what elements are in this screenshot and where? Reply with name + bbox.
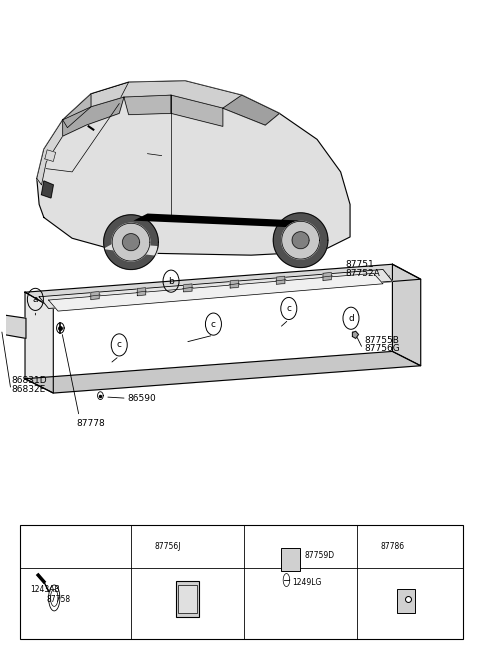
Polygon shape <box>104 215 158 270</box>
Polygon shape <box>37 82 129 185</box>
Polygon shape <box>230 280 239 288</box>
Text: b: b <box>138 543 143 551</box>
Text: 87756G: 87756G <box>364 344 400 354</box>
Polygon shape <box>63 94 91 128</box>
Polygon shape <box>25 292 53 393</box>
Text: 87751: 87751 <box>345 260 374 270</box>
Polygon shape <box>91 81 279 125</box>
Text: 87758: 87758 <box>46 595 71 604</box>
Text: 87752A: 87752A <box>345 269 380 278</box>
Polygon shape <box>91 291 99 300</box>
Polygon shape <box>124 95 171 115</box>
Text: c: c <box>251 543 256 551</box>
Polygon shape <box>122 234 140 251</box>
Polygon shape <box>184 284 192 292</box>
Text: 86832E: 86832E <box>12 384 46 394</box>
Bar <box>397 588 415 613</box>
Polygon shape <box>48 274 383 311</box>
Text: c: c <box>211 319 216 329</box>
Polygon shape <box>41 181 53 198</box>
Text: 86831D: 86831D <box>12 377 48 385</box>
Text: 87755B: 87755B <box>364 336 399 345</box>
Bar <box>20 525 463 639</box>
Text: c: c <box>286 304 291 313</box>
Text: c: c <box>117 340 122 350</box>
Text: a: a <box>33 295 38 304</box>
Text: a: a <box>30 543 35 551</box>
Polygon shape <box>4 315 26 338</box>
Polygon shape <box>37 81 350 255</box>
Text: d: d <box>364 543 369 551</box>
Polygon shape <box>352 331 359 338</box>
Polygon shape <box>63 97 124 136</box>
Polygon shape <box>273 213 328 268</box>
Polygon shape <box>171 95 223 127</box>
Polygon shape <box>45 150 56 161</box>
Text: 1249LG: 1249LG <box>292 578 322 587</box>
Polygon shape <box>223 95 279 125</box>
Bar <box>281 548 300 571</box>
Polygon shape <box>105 243 157 255</box>
Text: d: d <box>348 314 354 323</box>
Polygon shape <box>0 320 4 336</box>
Polygon shape <box>276 276 285 284</box>
Bar <box>176 581 199 617</box>
Polygon shape <box>323 272 331 280</box>
Polygon shape <box>112 223 150 261</box>
Polygon shape <box>25 352 420 393</box>
Polygon shape <box>292 232 309 249</box>
Bar <box>178 585 197 613</box>
Polygon shape <box>25 264 420 308</box>
Text: 87778: 87778 <box>76 419 105 428</box>
Polygon shape <box>137 288 145 296</box>
Text: b: b <box>168 277 174 285</box>
Polygon shape <box>39 270 393 308</box>
Polygon shape <box>282 221 319 259</box>
Polygon shape <box>133 213 303 227</box>
Text: 87756J: 87756J <box>155 543 181 551</box>
Text: 1243AB: 1243AB <box>31 585 60 594</box>
Text: 87786: 87786 <box>381 543 405 551</box>
Text: 86590: 86590 <box>128 394 156 403</box>
Polygon shape <box>393 264 420 366</box>
Text: 87759D: 87759D <box>304 552 335 560</box>
